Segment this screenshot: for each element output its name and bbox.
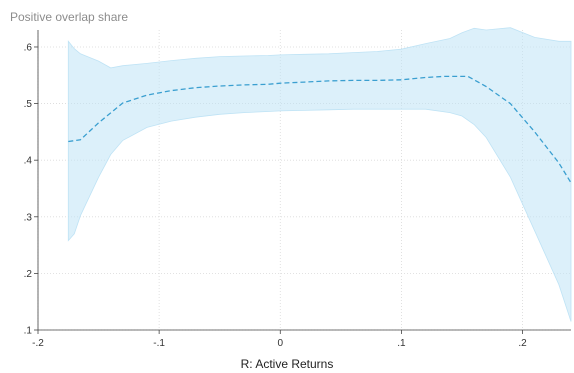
series-line-0 [68, 75, 572, 184]
y-tick-label-1: .2 [24, 269, 33, 280]
x-tick-label-2: 0 [277, 338, 283, 349]
chart-title: Positive overlap share [10, 10, 129, 24]
y-tick-label-0: .1 [24, 326, 33, 337]
confidence-band [67, 27, 572, 322]
x-axis-label: R: Active Returns [240, 357, 334, 371]
series-layer [68, 75, 572, 184]
x-tick-label-3: .1 [397, 338, 406, 349]
y-tick-label-2: .3 [24, 212, 33, 223]
x-tick-label-0: -.2 [32, 338, 44, 349]
y-tick-label-3: .4 [24, 156, 33, 167]
x-tick-label-1: -.1 [153, 338, 165, 349]
axis-layer: .1 .2 .3 .4 .5 .6 -.2 -.1 0 .1 .2 [24, 30, 571, 349]
x-tick-label-4: .2 [518, 338, 527, 349]
y-tick-label-5: .6 [24, 42, 33, 53]
y-tick-label-4: .5 [24, 99, 33, 110]
confidence-band-layer [67, 27, 572, 322]
